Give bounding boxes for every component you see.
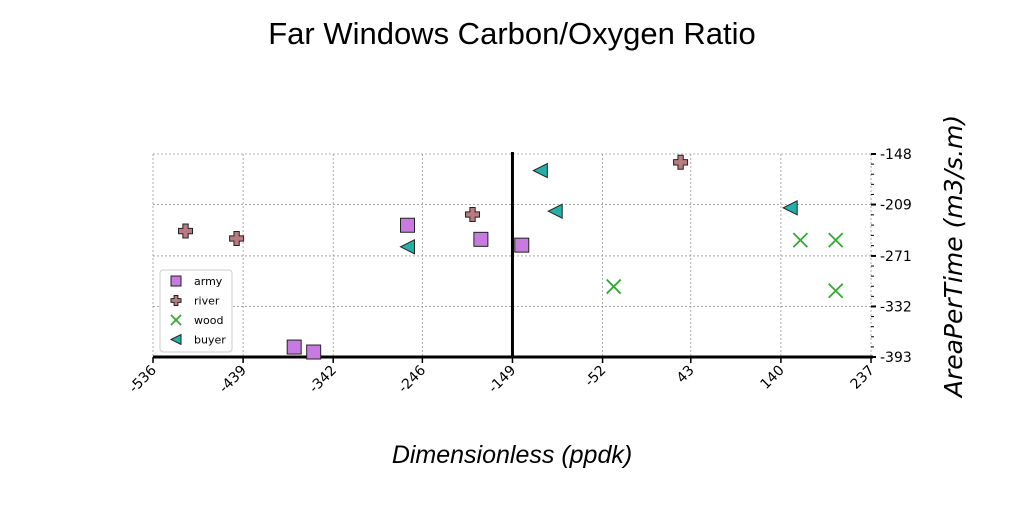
point-wood-2 [792,232,809,248]
x-tick-label: -536 [126,362,160,396]
legend-label: river [194,295,220,308]
point-army-4 [286,339,302,355]
legend-label: buyer [194,334,226,347]
x-tick-label: -246 [395,362,429,396]
x-tick-label: -149 [486,363,520,397]
x-tick-label: 140 [758,363,788,393]
legend-item-buyer: buyer [169,334,226,347]
point-buyer-3 [399,238,416,255]
legend-box [159,269,233,353]
legend-item-army: army [170,275,223,288]
point-buyer-1 [532,162,548,179]
y-tick-label: -332 [880,299,912,315]
chart-title: Far Windows Carbon/Oxygen Ratio [268,16,756,51]
point-river-4 [673,154,689,170]
axes: -536 -439 -342 -246 -149 -52 43 140 237 -148 -209 -… [126,147,912,396]
point-buyer-4 [782,200,798,216]
point-wood-3 [828,232,844,248]
y-tick-label: -209 [880,198,912,214]
point-army-3 [514,237,530,253]
x-axis-label: Dimensionless (ppdk) [392,441,632,469]
legend-label: wood [194,314,223,327]
point-buyer-2 [547,203,563,219]
legend-item-wood: wood [170,314,223,327]
point-wood-4 [828,283,844,299]
point-river-2 [229,231,245,247]
point-army-1 [400,217,416,233]
x-tick-label: 43 [674,363,698,387]
legend: army river wood buyer [159,269,233,353]
x-tick-label: -52 [582,363,609,390]
x-tick-label: 237 [848,363,878,393]
x-tick-label: -342 [306,363,340,397]
point-army-5 [306,344,322,360]
point-river-3 [465,206,481,222]
y-axis-label: AreaPerTime (m3/s.m) [939,115,968,399]
legend-label: army [194,275,223,288]
x-tick-label: -439 [216,363,250,397]
point-river-1 [178,223,194,239]
data-points [178,154,844,360]
point-army-2 [473,231,489,247]
point-wood-1 [606,278,622,295]
y-tick-label: -271 [880,249,912,265]
legend-item-river: river [170,295,220,308]
y-tick-label: -148 [880,147,912,163]
y-tick-label: -393 [880,350,912,366]
